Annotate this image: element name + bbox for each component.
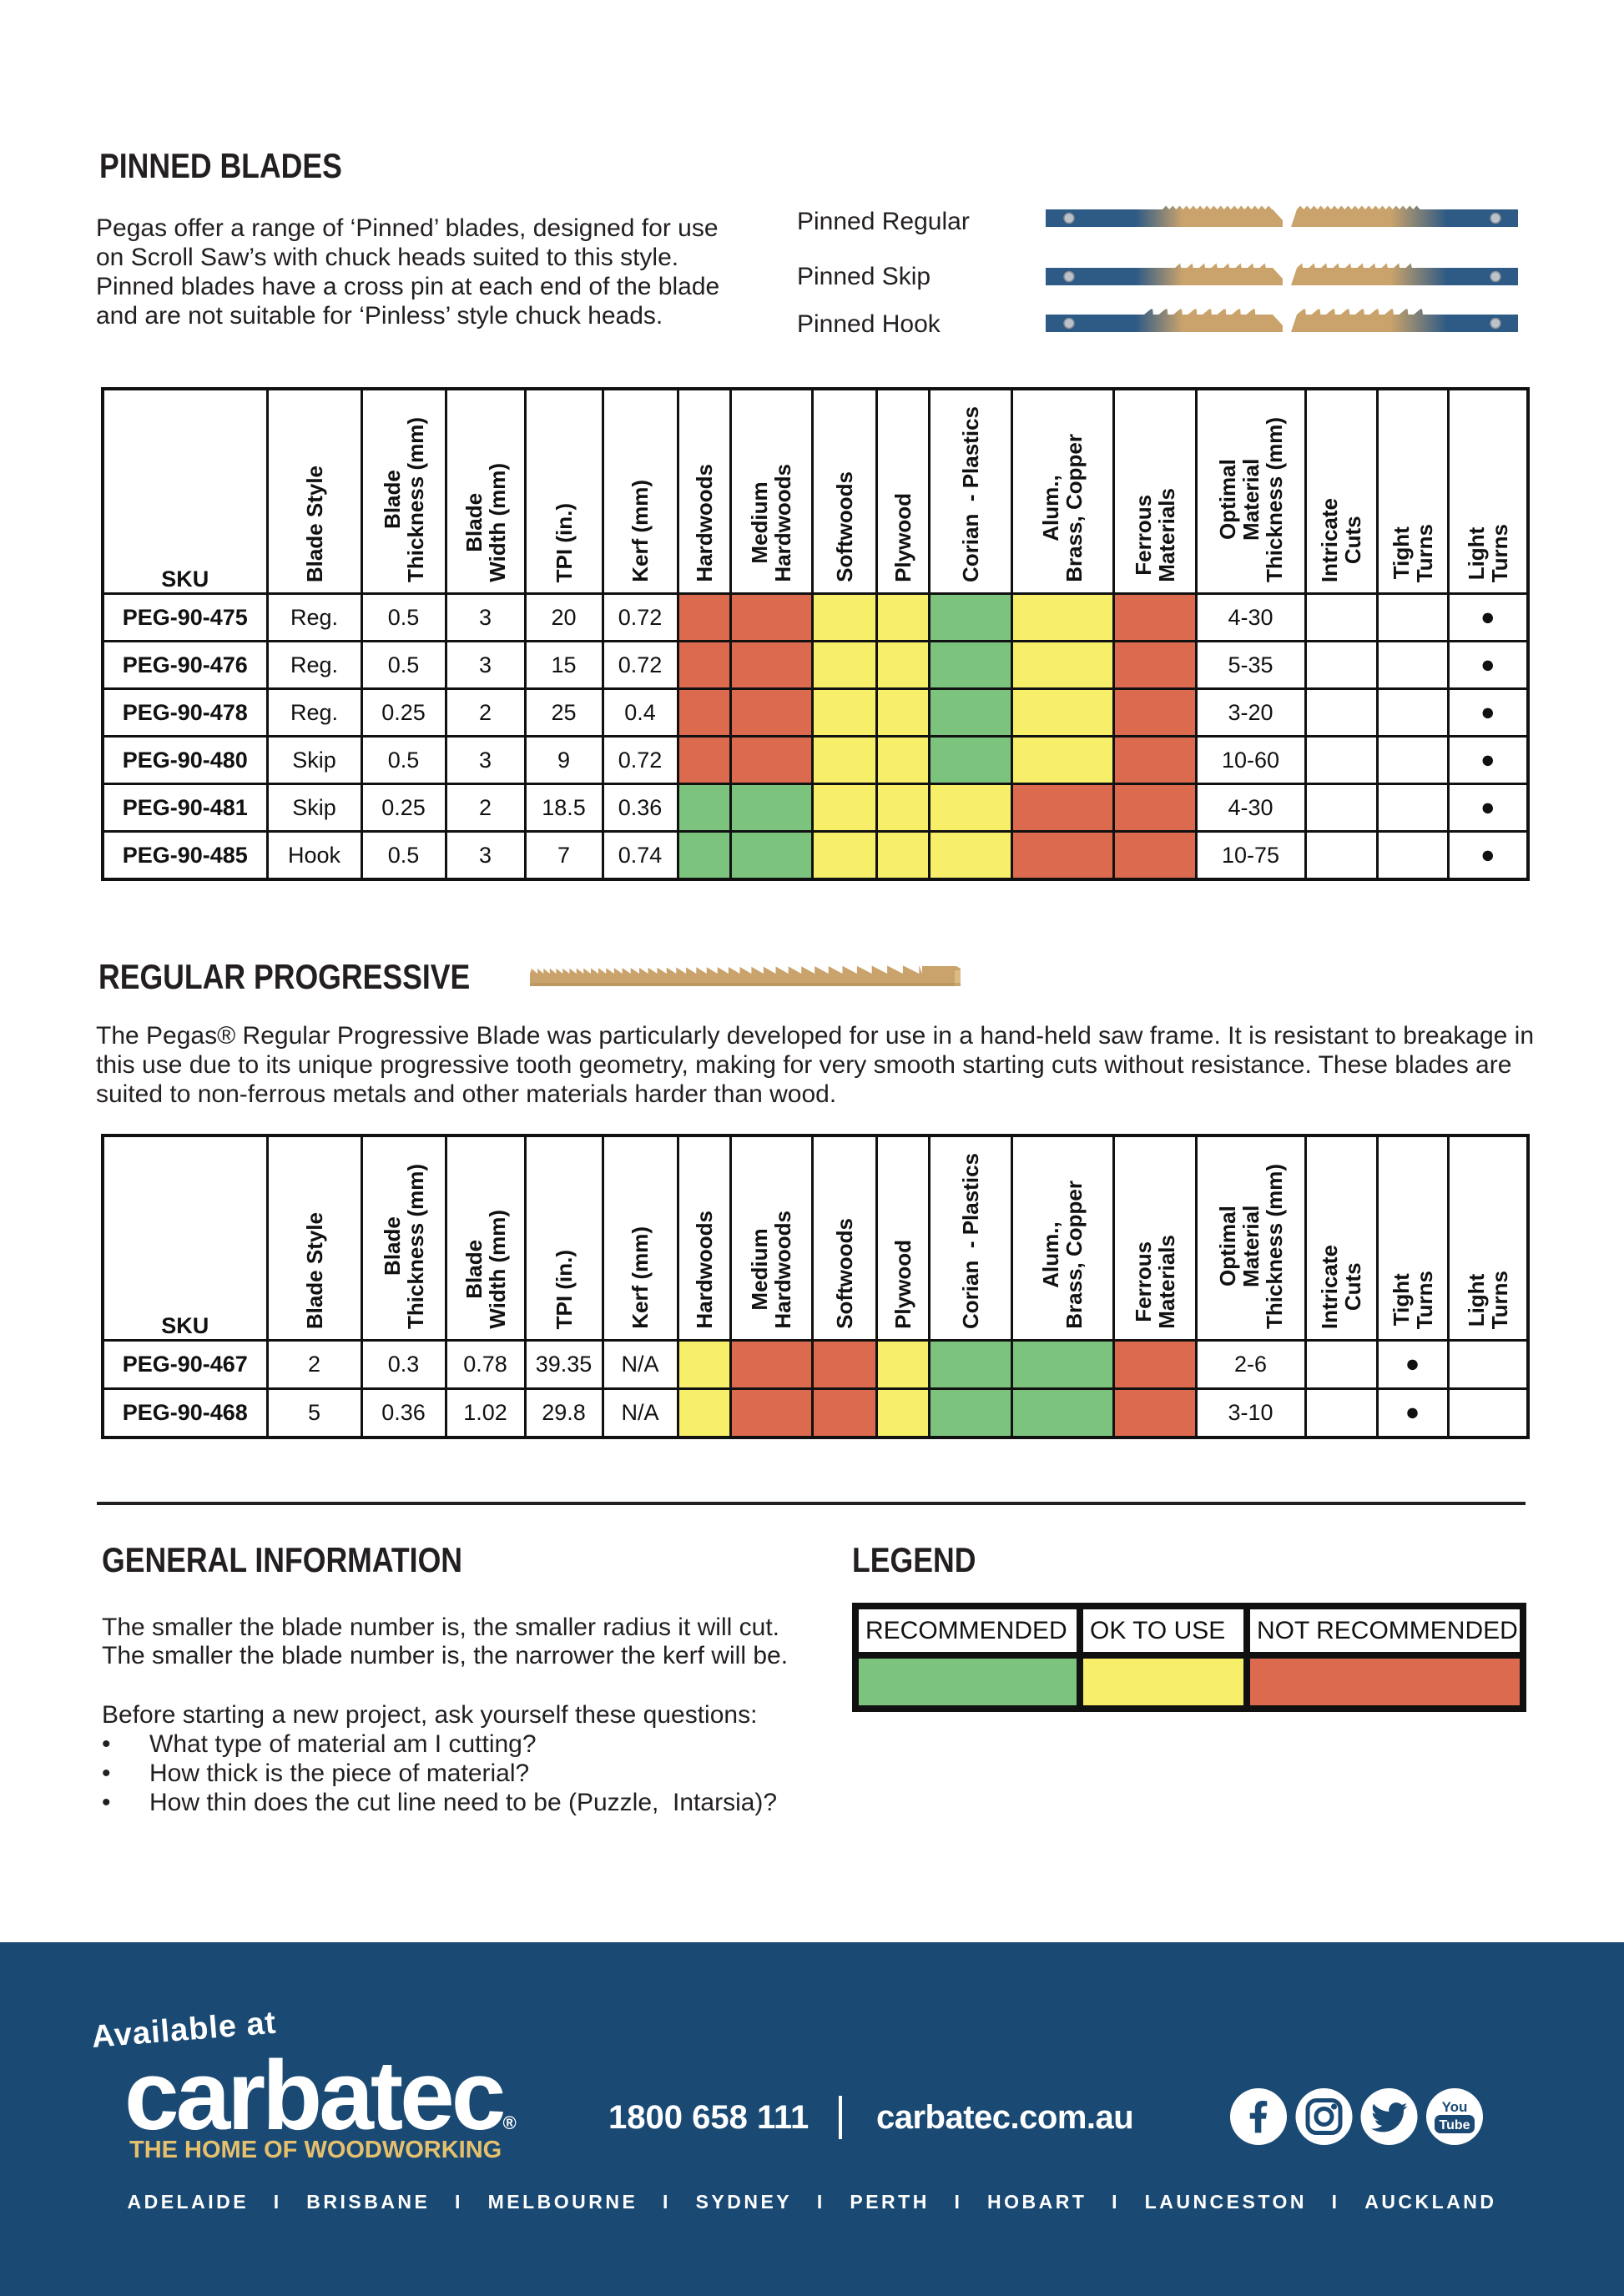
svg-text:You: You [1442,2099,1468,2115]
svg-text:Tube: Tube [1439,2118,1470,2132]
